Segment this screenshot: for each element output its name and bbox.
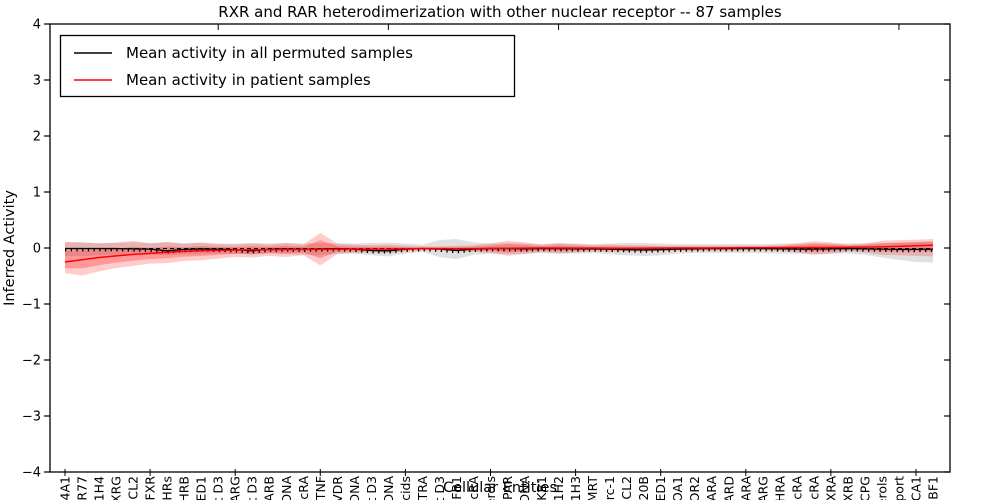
y-tick-label: −3 bbox=[22, 410, 41, 425]
chart-layer: 43210−1−2−3−4NR4A1RXRs/NUR77NR1H4RXRGRXR… bbox=[22, 18, 950, 500]
x-category-label: mol:Bile acids bbox=[398, 476, 413, 500]
x-category-label: RXRB bbox=[840, 476, 855, 500]
plot-title: RXR and RAR heterodimerization with othe… bbox=[218, 3, 782, 21]
x-category-label: BCL2 bbox=[619, 476, 634, 500]
x-category-label: RXRs/FXR/9cRA/MED1 bbox=[194, 476, 209, 500]
x-category-label: RARs/THRs/DNA/Src-1 bbox=[602, 476, 617, 500]
x-category-label: PPARA bbox=[704, 476, 719, 500]
x-category-label: FAM120B bbox=[636, 476, 651, 500]
x-category-label: RXRs/RXRs/DNA/9cRA bbox=[296, 476, 311, 500]
x-category-label: PPARG bbox=[228, 476, 243, 500]
legend: Mean activity in all permuted samples Me… bbox=[59, 34, 516, 98]
y-axis-label: Inferred Activity bbox=[2, 190, 18, 306]
x-category-label: NR1H2 bbox=[551, 476, 566, 500]
x-category-label: RARs/VDR/DNA/Vit D3 bbox=[211, 476, 226, 500]
x-category-label: RXRG bbox=[109, 476, 124, 500]
x-category-label: NCOA1 bbox=[670, 476, 685, 500]
x-category-label: VDR bbox=[330, 476, 345, 500]
y-tick-label: 2 bbox=[33, 130, 41, 145]
x-category-label: NR1H4 bbox=[92, 476, 107, 500]
permuted-range-band bbox=[65, 239, 933, 263]
x-category-label: RPS6KB1 bbox=[534, 476, 549, 500]
x-axis-label: Cellular Entities bbox=[443, 480, 557, 496]
x-category-label: RXRs/LXRs/DNA/9cRA bbox=[806, 476, 821, 500]
x-category-label: RARs/THRs/DNA/SMRT bbox=[585, 476, 600, 500]
x-category-label: RARB bbox=[262, 476, 277, 500]
x-category-label: RXRs/NUR77 bbox=[75, 476, 90, 500]
x-category-label: ABCA1 bbox=[908, 476, 923, 500]
x-category-label: RXRs/LXRs/DNA bbox=[517, 476, 532, 500]
x-category-label: THRA bbox=[772, 476, 787, 500]
x-category-label: RXRs/NUR77/BCL2 bbox=[126, 476, 141, 500]
y-tick-label: −1 bbox=[22, 298, 41, 313]
x-category-label: RARs/THRs bbox=[160, 476, 175, 500]
y-tick-label: 1 bbox=[33, 186, 41, 201]
x-category-label: VDR/VDR/Vit D3 bbox=[364, 476, 379, 500]
x-category-label: RXRA bbox=[823, 476, 838, 500]
y-tick-label: 3 bbox=[33, 74, 41, 89]
x-category-label: mol:Oxysterols bbox=[483, 476, 498, 500]
x-category-label: TGFB1 bbox=[449, 476, 464, 500]
permuted-mean-markers bbox=[65, 248, 934, 254]
y-tick-label: −4 bbox=[22, 466, 41, 481]
x-category-label: RARs/RARs/DNA/9cRA bbox=[789, 476, 804, 500]
x-category-label: PPARD bbox=[721, 476, 736, 500]
y-tick-label: 0 bbox=[33, 242, 41, 257]
x-category-label: THRB bbox=[177, 476, 192, 500]
x-category-label: cholesterol transport bbox=[891, 476, 906, 500]
legend-label-permuted: Mean activity in all permuted samples bbox=[126, 44, 413, 62]
x-category-label: RXRs/VDR/DNA/Vit D3 bbox=[245, 476, 260, 500]
x-category-label: RXRs/LXRs/DNA/Oxysterols bbox=[874, 476, 889, 500]
x-category-label: MED1 bbox=[653, 476, 668, 500]
x-category-label: mol:9cRA bbox=[466, 476, 481, 500]
x-category-label: RXRs/FXR bbox=[143, 476, 158, 500]
x-category-label: VDR/Vit D3/DNA bbox=[381, 476, 396, 500]
x-category-label: mol:ATRA bbox=[415, 476, 430, 500]
patient-range-outer-band bbox=[65, 232, 933, 276]
x-category-label: RARA bbox=[738, 476, 753, 500]
x-category-label: VDR/VDR/DNA bbox=[347, 476, 362, 500]
x-category-label: RARG bbox=[755, 476, 770, 500]
x-category-label: SREBF1 bbox=[926, 476, 941, 500]
y-tick-label: 4 bbox=[33, 18, 41, 33]
x-category-label: mol:Vit D3 bbox=[432, 476, 447, 500]
x-category-label: NR4A1 bbox=[58, 476, 73, 500]
y-tick-label: −2 bbox=[22, 354, 41, 369]
x-category-label: NR1H3 bbox=[568, 476, 583, 500]
patient-mean-line bbox=[64, 244, 934, 263]
x-category-label: RXR alpha/CCPG bbox=[857, 476, 872, 500]
x-category-label: NCOR2 bbox=[687, 476, 702, 500]
x-category-label: TNF bbox=[313, 476, 328, 500]
legend-box bbox=[59, 34, 516, 98]
x-category-label: RXRs/PPAR bbox=[500, 476, 515, 500]
x-category-label: RXRs/PPAR/9cRA/PGJ2/DNA bbox=[279, 476, 294, 500]
legend-label-patient: Mean activity in patient samples bbox=[126, 71, 371, 89]
